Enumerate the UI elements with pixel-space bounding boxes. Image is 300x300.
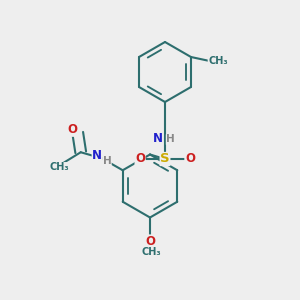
Text: H: H <box>103 156 112 166</box>
Text: O: O <box>185 152 195 166</box>
Text: O: O <box>145 235 155 248</box>
Text: CH₃: CH₃ <box>208 56 228 67</box>
Text: O: O <box>135 152 145 166</box>
Text: O: O <box>67 123 77 136</box>
Text: CH₃: CH₃ <box>142 247 161 257</box>
Text: N: N <box>92 149 102 162</box>
Text: N: N <box>152 131 163 145</box>
Text: H: H <box>166 134 175 145</box>
Text: S: S <box>160 152 170 166</box>
Text: CH₃: CH₃ <box>49 162 69 172</box>
